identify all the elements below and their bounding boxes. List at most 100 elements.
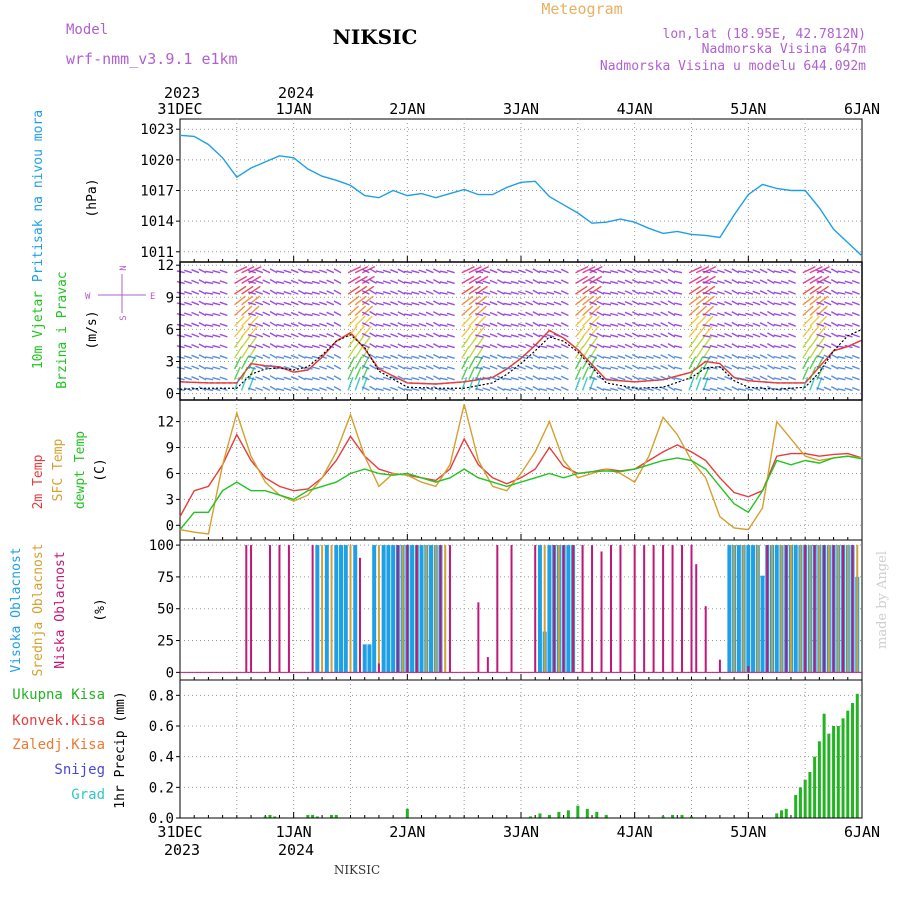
wind-compass: W E N S <box>85 265 155 320</box>
wind-arrow <box>844 355 853 359</box>
wind-arrow <box>596 343 605 349</box>
wind-arrow <box>688 325 699 338</box>
wind-arrow <box>823 333 832 338</box>
pressure-ytick-label: 1014 <box>140 214 174 230</box>
wind-arrow <box>525 268 534 274</box>
wind-arrow <box>702 324 711 327</box>
wind-arrow <box>205 313 214 317</box>
wind-arrow <box>602 366 612 370</box>
wind-arrow <box>361 315 373 327</box>
wind-arrow <box>411 344 420 349</box>
wind-arrow <box>816 344 825 349</box>
wind-arrow <box>802 295 815 306</box>
bottom-day-label: 5JAN <box>730 823 766 841</box>
wind-arrow <box>546 323 555 327</box>
wind-arrow <box>176 323 185 327</box>
wind-arrow <box>510 377 519 381</box>
wind-arrow <box>191 301 200 306</box>
wind-arrow <box>660 354 669 359</box>
wind-arrow <box>851 312 860 317</box>
cloud-bar <box>846 545 849 673</box>
temperature-panel: 0 3 6 9 12 <box>157 399 863 541</box>
wind-arrow <box>269 353 278 359</box>
wind-arrow <box>425 290 434 295</box>
wind-arrow <box>446 291 455 295</box>
wind-arrow <box>688 346 698 359</box>
wind-arrow <box>241 315 252 327</box>
wind-arrow <box>205 356 214 359</box>
wind-arrow <box>425 300 434 306</box>
wind-arrow <box>667 321 676 327</box>
wind-arrow <box>809 335 819 349</box>
precip-bar <box>538 813 542 818</box>
wind-arrow <box>780 333 789 338</box>
wind-arrow <box>553 376 562 381</box>
wind-arrow <box>461 376 468 391</box>
wind-arrow <box>773 377 782 381</box>
wind-arrow <box>631 268 640 274</box>
wind-arrow <box>510 302 519 306</box>
wind-arrow <box>390 322 399 327</box>
cloud-bar <box>278 545 281 673</box>
precip-bar <box>528 816 532 818</box>
wind-arrow <box>311 280 320 285</box>
wind-arrow <box>212 366 221 370</box>
wind-arrow <box>354 335 365 349</box>
wind-arrow <box>532 268 541 274</box>
precip-unit: 1hr Precip (mm) <box>113 691 128 808</box>
wind-arrow <box>645 301 654 306</box>
cloud-label-3: Niska Oblacnost <box>53 551 68 668</box>
wind-arrow <box>745 355 754 359</box>
wind-arrow <box>247 280 256 285</box>
wind-arrow <box>205 366 214 370</box>
wind-arrow <box>439 334 448 338</box>
wind-arrow <box>461 305 473 317</box>
wind-arrow <box>759 343 768 349</box>
wind-arrow <box>695 346 705 359</box>
cloud-bar <box>690 545 693 673</box>
wind-arrow <box>574 315 586 327</box>
wind-arrow <box>525 386 534 392</box>
wind-arrow <box>439 291 448 295</box>
wind-arrow <box>375 280 384 285</box>
wind-arrow <box>240 356 249 370</box>
wind-arrow <box>276 345 285 349</box>
wind-arrow <box>638 345 647 349</box>
wind-arrow <box>276 313 285 317</box>
wind-arrow <box>802 366 810 380</box>
wind-arrow <box>433 311 441 317</box>
wind-arrow <box>496 364 505 370</box>
wind-arrow <box>276 387 285 392</box>
wind-arrow <box>283 365 292 370</box>
wind-arrow <box>773 313 782 317</box>
wind-arrow <box>425 354 434 359</box>
wind-arrow <box>411 377 420 381</box>
wind-arrow <box>823 322 832 327</box>
wind-arrow <box>198 386 207 392</box>
wind-arrow <box>674 334 683 338</box>
wind-unit: (m/s) <box>85 310 100 349</box>
wind-arrow <box>532 289 541 295</box>
wind-arrow <box>404 334 413 338</box>
precip-bar <box>566 810 570 818</box>
wind-arrow <box>354 285 368 295</box>
wind-arrow <box>369 353 377 359</box>
wind-arrow <box>575 295 587 306</box>
wind-arrow <box>702 313 711 317</box>
wind-arrow <box>581 376 589 391</box>
wind-arrow <box>198 300 207 306</box>
cloud-bar <box>727 545 732 673</box>
wind-arrow <box>482 269 491 274</box>
wind-arrow <box>617 344 626 349</box>
wind-arrow <box>631 332 640 338</box>
wind-arrow <box>361 386 370 392</box>
wind-panel: 0 3 6 9 12 <box>157 258 863 403</box>
wind-arrow <box>397 311 406 317</box>
temp-unit: (C) <box>93 458 108 481</box>
wind-arrow <box>304 366 313 370</box>
wind-arrow <box>369 332 377 338</box>
top-day-label: 6JAN <box>844 100 880 118</box>
wind-arrow <box>816 333 825 338</box>
wind-arrow <box>375 291 384 295</box>
